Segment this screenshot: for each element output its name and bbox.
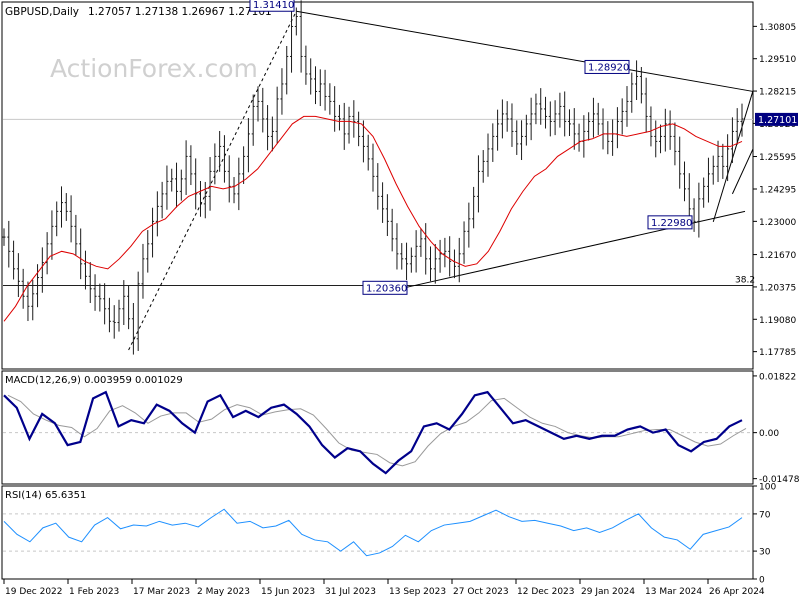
price-annotation-box [362, 280, 408, 295]
date-tick-label: 13 Mar 2024 [645, 587, 702, 597]
price-bars [2, 0, 744, 355]
date-tick-label: 27 Oct 2023 [453, 587, 509, 597]
price-annotation-box [249, 0, 295, 12]
channel-upper-line [712, 90, 754, 222]
rsi-tick-label: 30 [759, 548, 771, 558]
price-tick-label: 1.20375 [759, 283, 796, 293]
date-tick-label: 13 Sep 2023 [389, 587, 446, 597]
ma-line [3, 115, 743, 322]
date-tick-label: 2 May 2023 [197, 587, 250, 597]
price-tick-label: 1.19080 [759, 316, 796, 326]
price-tick-label: 1.17785 [759, 348, 796, 358]
main-panel: ActionForex.com GBPUSD,Daily 1.27057 1.2… [1, 0, 798, 370]
rsi-title: RSI(14) 65.6351 [5, 490, 86, 501]
moving-average [3, 115, 743, 322]
price-tick-label: 1.24295 [759, 185, 796, 195]
chart-header-symbol: GBPUSD,Daily [5, 6, 79, 18]
rsi-tick-label: 100 [759, 483, 776, 493]
date-axis: 19 Dec 2022 1 Feb 2023 17 Mar 2023 2 May 20… [3, 579, 765, 597]
macd-panel: MACD(12,26,9) 0.003959 0.001029 0.018220… [1, 370, 800, 485]
macd-tick-label: 0.01822 [759, 372, 796, 382]
rsi-tick-label: 70 [759, 510, 771, 520]
price-annotations: 1.31410 1.28920 1.22980 1.20360 [249, 0, 693, 295]
price-tick-label: 1.23000 [759, 218, 796, 228]
fib-level-label: 38.2 [735, 276, 755, 286]
price-tick-label: 1.28215 [759, 88, 796, 98]
chart-header-ohlc: 1.27057 1.27138 1.26967 1.27101 [88, 6, 272, 18]
channel-lower-line [731, 148, 754, 195]
rsi-panel: RSI(14) 65.6351 100 70 30 0 [1, 483, 776, 586]
price-annotation-box [647, 215, 693, 230]
macd-title: MACD(12,26,9) 0.003959 0.001029 [5, 375, 183, 386]
rsi-line [3, 508, 743, 557]
price-annotation: 1.22980 [651, 218, 692, 229]
main-panel-frame [1, 1, 754, 370]
upper-trend-line [296, 10, 754, 92]
last-price-box [755, 112, 798, 126]
macd-signal-line [7, 394, 747, 467]
price-tick-label: 1.30805 [759, 23, 796, 33]
rsi-tick-label: 0 [759, 576, 765, 586]
date-tick-label: 1 Feb 2023 [69, 587, 119, 597]
date-tick-label: 12 Dec 2023 [517, 587, 575, 597]
macd-tick-label: 0.00 [759, 429, 779, 439]
date-tick-label: 29 Jan 2024 [581, 587, 635, 597]
price-annotation-box [584, 59, 630, 74]
last-price-label: 1.27101 [758, 115, 797, 126]
macd-lines [3, 390, 747, 475]
rsi-line [3, 508, 743, 557]
price-annotation: 1.31410 [253, 0, 294, 11]
macd-line [3, 390, 743, 475]
date-tick-label: 19 Dec 2022 [5, 587, 63, 597]
date-tick-label: 26 Apr 2024 [709, 587, 765, 597]
price-tick-label: 1.21670 [759, 251, 796, 261]
watermark: ActionForex.com [50, 54, 258, 83]
date-tick-label: 31 Jul 2023 [325, 587, 376, 597]
rsi-panel-frame [1, 485, 754, 580]
last-price: 1.27101 [755, 112, 798, 126]
macd-tick-label: -0.014781 [759, 475, 800, 485]
price-tick-label: 1.29510 [759, 55, 796, 65]
price-tick-label: 1.25595 [759, 153, 796, 163]
date-tick-label: 15 Jun 2023 [261, 587, 315, 597]
macd-panel-frame [1, 370, 754, 485]
rsi-axis: 100 70 30 0 [3, 483, 776, 586]
date-tick-label: 17 Mar 2023 [133, 587, 190, 597]
price-annotation: 1.20360 [366, 283, 407, 294]
price-annotation: 1.28920 [588, 62, 629, 73]
macd-axis: 0.01822 0.00 -0.014781 [3, 372, 800, 485]
